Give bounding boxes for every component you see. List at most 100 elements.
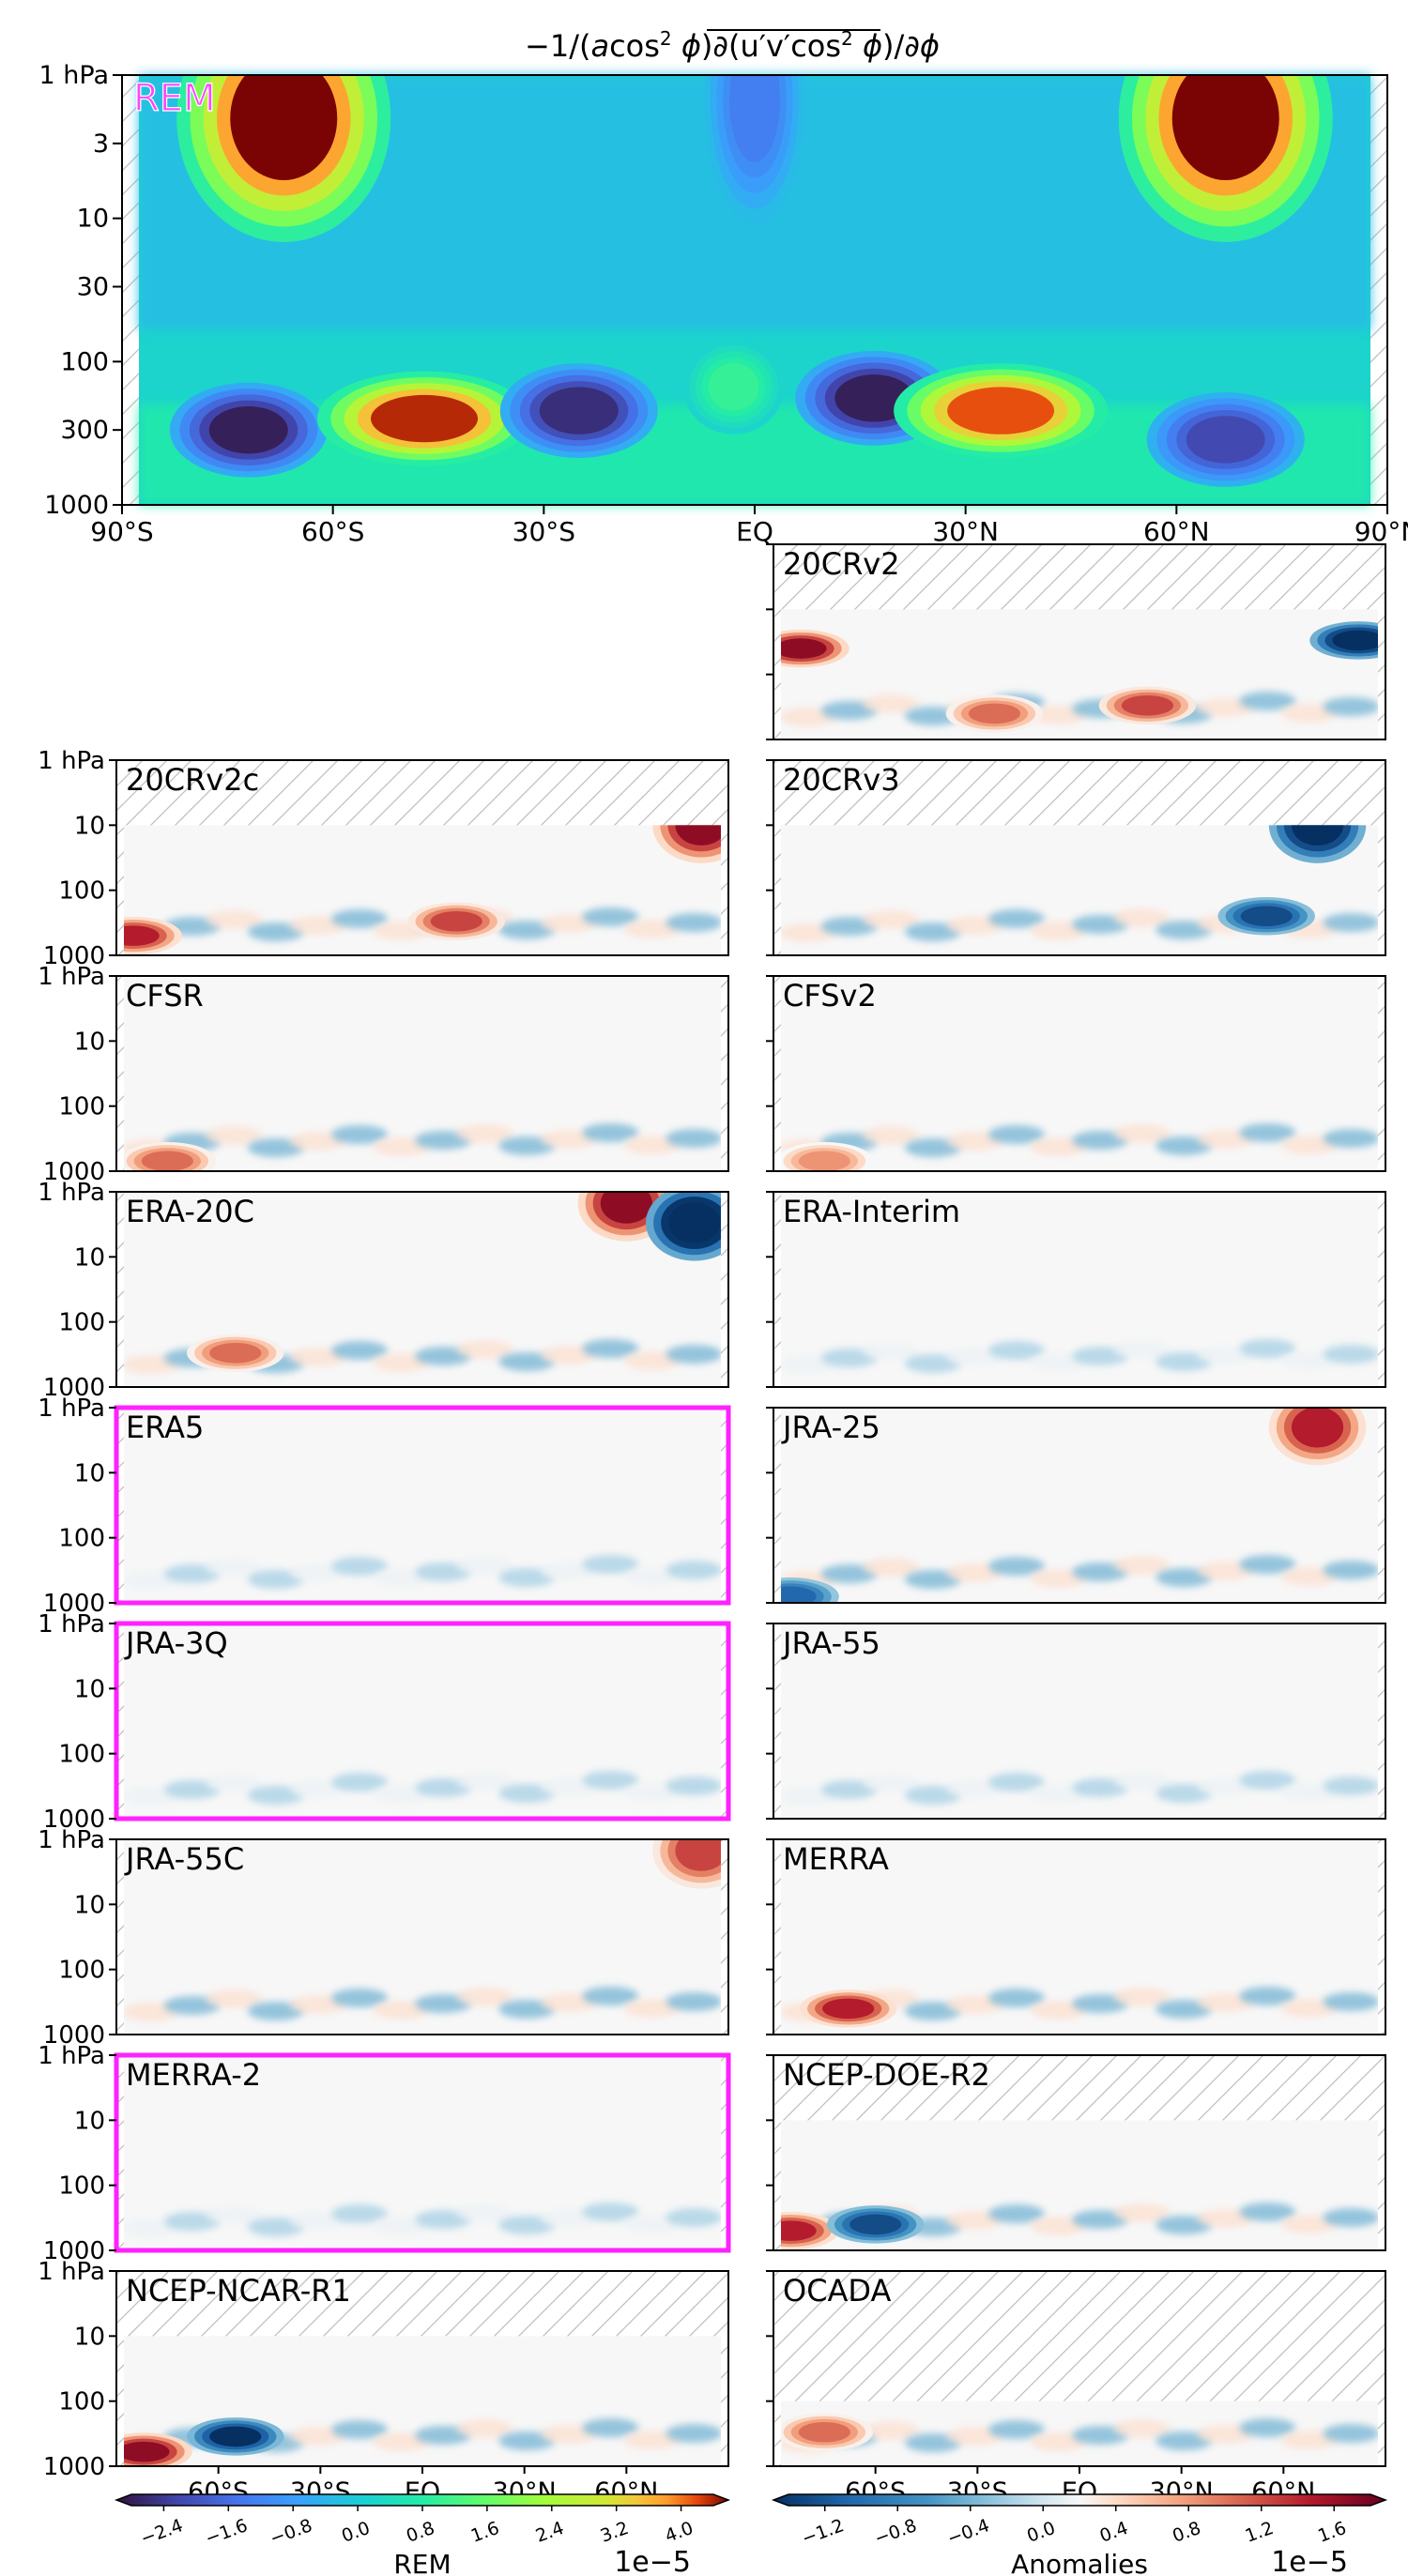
panel-texture	[540, 1346, 597, 1364]
panel-texture	[373, 2217, 430, 2235]
colorbar-tick-label: −1.6	[203, 2515, 251, 2549]
rem-xtick-label: 90°N	[1354, 516, 1408, 547]
panel-label: MERRA	[783, 1841, 889, 1877]
panel-texture	[1197, 1346, 1254, 1364]
panel-texture	[1030, 1785, 1087, 1804]
panel-texture	[1155, 2431, 1213, 2450]
panel-texture	[498, 2216, 556, 2234]
panel-texture	[456, 2419, 513, 2438]
panel-contour-0-3	[124, 2441, 170, 2462]
panel-texture	[582, 907, 639, 926]
colorbar-tick-label: 1.2	[1243, 2518, 1277, 2547]
panel-texture	[666, 1776, 721, 1795]
panel-texture	[1072, 1131, 1129, 1150]
panel-texture	[289, 1132, 346, 1151]
panel-contour-0-3	[141, 1151, 193, 1171]
panel-texture	[1239, 2203, 1296, 2221]
panel-features	[781, 825, 1378, 942]
panel-ytick-label: 1000	[43, 2453, 105, 2481]
panel-texture	[623, 920, 681, 938]
rem-ytick-label: 3	[93, 130, 109, 159]
panel-features	[781, 2203, 1378, 2250]
panel-ytick-label: 10	[74, 2107, 105, 2135]
rem-contour-4-4	[539, 387, 619, 434]
panel-texture	[1197, 1130, 1254, 1149]
colorbar-tick-label: −1.2	[799, 2515, 847, 2549]
panel-texture	[666, 1345, 721, 1364]
panel-texture	[904, 2002, 961, 2020]
panel-texture	[289, 2211, 346, 2230]
panel-texture	[666, 2208, 721, 2227]
panel-features	[124, 2417, 721, 2466]
panel-texture	[946, 2211, 1003, 2230]
panel-merra: MERRA	[766, 1838, 1386, 2035]
panel-jra-3q: JRA-3Q 1 hPa 10 100 1000	[38, 1610, 731, 1834]
panel-texture	[1280, 2215, 1338, 2233]
panel-texture	[666, 2424, 721, 2443]
panel-texture	[946, 1132, 1003, 1151]
panel-features	[124, 1123, 721, 1171]
panel-label: JRA-3Q	[124, 1625, 228, 1661]
panel-20crv2: 20CRv2	[766, 543, 1386, 740]
panel-label: NCEP-NCAR-R1	[126, 2273, 351, 2309]
panel-contour-2-3	[209, 1342, 262, 1364]
panel-20crv2c: 20CRv2c 1 hPa 10 100 1000	[38, 747, 729, 970]
rem-features	[169, 75, 1333, 487]
panel-texture	[163, 2212, 221, 2231]
panel-texture	[1239, 1339, 1296, 1358]
panel-ytick-label: 10	[74, 1675, 105, 1703]
panel-label: JRA-25	[781, 1410, 880, 1445]
panel-texture	[582, 1987, 639, 2005]
panel-contour-1-3	[781, 1586, 817, 1603]
panel-texture	[863, 694, 920, 713]
panel-texture	[415, 2426, 472, 2445]
panel-label: 20CRv2	[783, 546, 900, 582]
panel-contour-0-3	[675, 825, 721, 846]
panel-texture	[820, 1564, 878, 1583]
rem-contour-9-4	[729, 75, 780, 162]
panel-texture	[1155, 1568, 1213, 1587]
panel-texture	[498, 1352, 556, 1371]
panel-texture	[1197, 2209, 1254, 2228]
panel-frame	[773, 1838, 1386, 2035]
panel-texture	[1030, 1353, 1087, 1372]
panel-features	[781, 1339, 1378, 1374]
panel-texture	[206, 2205, 263, 2224]
panel-texture	[247, 922, 304, 941]
panel-texture	[373, 2432, 430, 2451]
panel-features	[124, 1555, 721, 1590]
colorbar-bar	[771, 2493, 1388, 2507]
colorbar-tick-label: 0.0	[1024, 2518, 1058, 2547]
panel-texture	[247, 1570, 304, 1589]
panel-ytick-label: 1000	[43, 942, 105, 970]
panel-contour-1-3	[849, 2214, 902, 2235]
panel-merra-2: MERRA-2 1 hPa 10 100 1000	[38, 2042, 731, 2265]
panel-texture	[373, 1353, 430, 1372]
panel-texture	[1030, 922, 1087, 940]
panel-texture	[1280, 1136, 1338, 1154]
panel-texture	[582, 1123, 639, 1142]
panel-texture	[820, 1349, 878, 1367]
panel-texture	[1155, 921, 1213, 939]
panel-texture	[289, 1348, 346, 1366]
panel-ytick-label: 1000	[43, 1590, 105, 1618]
panel-contour-1-3	[1240, 906, 1293, 927]
panel-texture	[163, 1564, 221, 1583]
panel-ytick-label: 100	[58, 2172, 105, 2201]
panel-ytick-label: 1000	[43, 1806, 105, 1834]
panel-frame	[773, 975, 1386, 1172]
panel-texture	[1280, 1999, 1338, 2018]
panel-texture	[498, 2431, 556, 2450]
panel-frame	[773, 1623, 1386, 1820]
panel-texture	[1113, 1340, 1171, 1359]
colorbar-rem: −2.4 −1.6 −0.8 0.0 0.8 1.6 2.4 3.2 4.0 REM 1e−5	[114, 2493, 731, 2576]
panel-texture	[904, 1570, 961, 1589]
colorbar-bar	[114, 2493, 731, 2507]
panel-texture	[1239, 1123, 1296, 1142]
panel-texture	[540, 1777, 597, 1796]
rem-ytick-label: 100	[60, 347, 109, 376]
panel-contour-0-3	[675, 1839, 721, 1871]
panel-contour-1-3	[209, 2426, 262, 2447]
